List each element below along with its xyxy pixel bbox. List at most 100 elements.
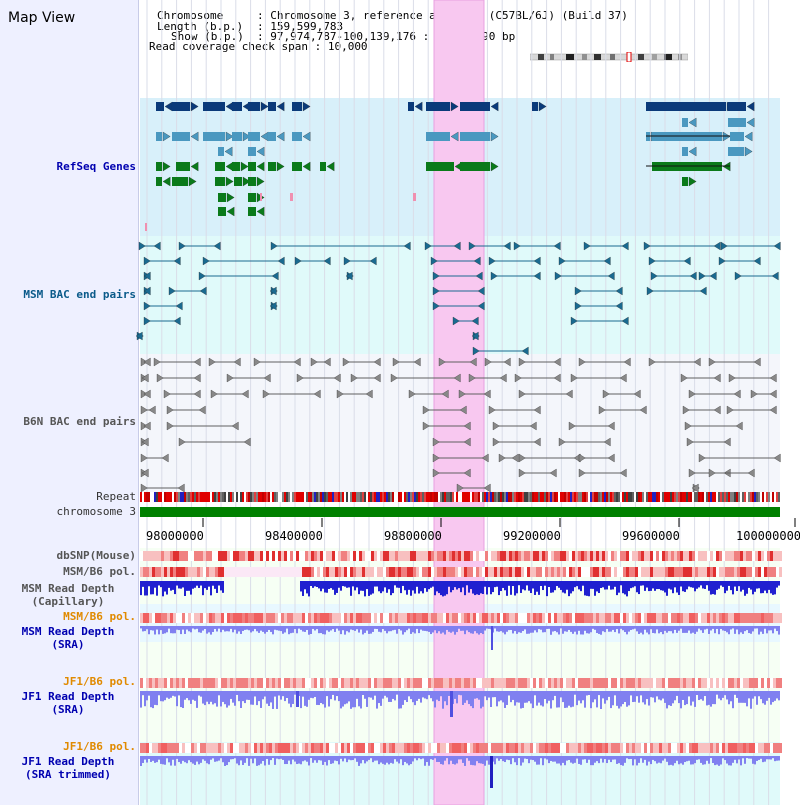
depth-bar (544, 626, 546, 633)
heat-cell (203, 678, 206, 688)
depth-bar (546, 581, 548, 597)
heat-cell (257, 613, 260, 623)
heat-cell (647, 613, 650, 623)
repeat-segment (586, 492, 588, 502)
depth-bar (658, 581, 660, 590)
gene-strand-arrow (326, 161, 335, 172)
heat-cell (425, 743, 428, 753)
chromosome-ideogram[interactable] (530, 52, 688, 62)
gene-exon (248, 162, 256, 171)
label-chromosome[interactable]: chromosome 3 (56, 505, 136, 518)
depth-bar (746, 581, 748, 594)
heat-cell (617, 613, 620, 623)
depth-bar (742, 691, 744, 703)
depth-bar (342, 626, 344, 631)
depth-bar (640, 691, 642, 696)
depth-bar (726, 626, 728, 633)
heat-cell (641, 613, 644, 623)
label-msm-bac-end-pairs[interactable]: MSM BAC end pairs (23, 288, 136, 301)
repeat-segment (700, 492, 702, 502)
depth-bar (734, 581, 736, 587)
label-msm-read-depth-capillary-1[interactable]: MSM Read Depth (21, 582, 115, 595)
repeat-segment (670, 492, 672, 502)
depth-bar (732, 691, 734, 709)
repeat-segment (560, 492, 562, 502)
depth-bar (182, 756, 184, 761)
heat-cell (767, 551, 770, 561)
label-jf1-b6-pol[interactable]: JF1/B6 pol. (63, 675, 136, 688)
depth-bar (692, 691, 694, 702)
depth-bar (768, 626, 770, 631)
depth-bar (150, 626, 152, 631)
repeat-segment (188, 492, 190, 502)
label-jf1-b6-pol-2[interactable]: JF1/B6 pol. (63, 740, 136, 753)
depth-bar (588, 626, 590, 634)
depth-bar (578, 691, 580, 701)
heat-cell (245, 551, 248, 561)
heat-cell (149, 551, 152, 561)
depth-bar (712, 691, 714, 705)
depth-bar (598, 756, 600, 764)
repeat-segment (470, 492, 472, 502)
repeat-segment (576, 492, 578, 502)
depth-bar (454, 581, 456, 588)
gene-exon (172, 177, 188, 186)
heat-cell (158, 743, 161, 753)
heat-cell (632, 567, 635, 577)
depth-bar (506, 581, 508, 596)
label-refseq-genes[interactable]: RefSeq Genes (56, 160, 136, 173)
label-b6n-bac-end-pairs[interactable]: B6N BAC end pairs (23, 415, 136, 428)
depth-bar (278, 691, 280, 696)
depth-bar (404, 626, 406, 633)
heat-cell (224, 613, 227, 623)
label-msm-b6-pol-2[interactable]: MSM/B6 pol. (63, 610, 136, 623)
label-repeat[interactable]: Repeat (96, 490, 136, 503)
heat-cell (677, 567, 680, 577)
heat-cell (695, 743, 698, 753)
label-dbsnp[interactable]: dbSNP(Mouse) (56, 549, 136, 562)
heat-cell (680, 567, 683, 577)
depth-bar (508, 691, 510, 696)
heat-cell (698, 743, 701, 753)
depth-bar (640, 756, 642, 759)
heat-cell (548, 613, 551, 623)
heat-cell (494, 743, 497, 753)
depth-bar (528, 626, 530, 634)
depth-bar (364, 626, 366, 633)
label-msm-read-depth-sra-1[interactable]: MSM Read Depth (21, 625, 115, 638)
depth-bar (176, 626, 178, 630)
repeat-segment (314, 492, 316, 502)
heat-cell (644, 567, 647, 577)
heat-cell (338, 551, 341, 561)
label-jf1-read-depth-sra-1[interactable]: JF1 Read Depth (21, 690, 115, 703)
heat-cell (617, 551, 620, 561)
depth-bar (556, 756, 558, 764)
depth-bar (450, 581, 452, 593)
depth-bar (304, 626, 306, 632)
gene-exon (460, 132, 490, 141)
depth-bar (426, 691, 428, 700)
heat-cell (335, 743, 338, 753)
label-msm-b6-pol[interactable]: MSM/B6 pol. (63, 565, 136, 578)
depth-bar (172, 756, 174, 760)
depth-bar (520, 626, 522, 633)
depth-bar (570, 626, 572, 632)
depth-bar (598, 691, 600, 696)
depth-bar (618, 691, 620, 709)
depth-bar (302, 691, 304, 697)
depth-bar (296, 626, 298, 634)
depth-bar (672, 626, 674, 634)
heat-cell (389, 567, 392, 577)
label-jf1-read-depth-trimmed-1[interactable]: JF1 Read Depth (21, 755, 115, 768)
heat-cell (311, 678, 314, 688)
depth-bar (352, 581, 354, 587)
depth-bar (702, 581, 704, 589)
depth-bar (246, 626, 248, 630)
depth-bar (166, 581, 168, 595)
heat-cell (530, 678, 533, 688)
heat-cell (419, 613, 422, 623)
heat-cell (302, 743, 305, 753)
depth-bar (704, 691, 706, 697)
depth-bar (592, 626, 594, 629)
